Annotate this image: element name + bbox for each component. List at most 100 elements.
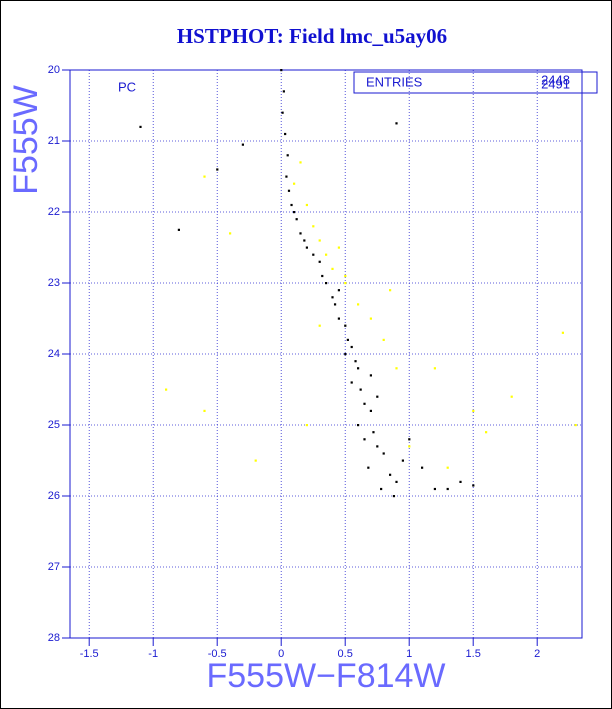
point xyxy=(395,480,398,483)
point xyxy=(165,388,168,391)
point xyxy=(395,122,398,125)
point xyxy=(281,111,284,114)
point xyxy=(389,473,392,476)
point xyxy=(408,438,411,441)
point xyxy=(216,168,219,171)
plot-frame xyxy=(69,69,583,639)
point xyxy=(376,395,379,398)
point xyxy=(282,90,285,93)
point xyxy=(357,303,360,306)
point xyxy=(280,69,283,72)
x-tick-label: 0 xyxy=(278,648,284,660)
x-tick-label: 1 xyxy=(406,648,412,660)
point xyxy=(303,239,306,242)
point xyxy=(369,374,372,377)
point xyxy=(344,282,347,285)
x-axis-label: F555W−F814W xyxy=(206,657,445,695)
point xyxy=(472,484,475,487)
point xyxy=(241,143,244,146)
point xyxy=(337,246,340,249)
y-tick-label: 24 xyxy=(48,348,60,360)
point xyxy=(344,274,347,278)
point xyxy=(318,324,321,327)
point xyxy=(321,274,324,278)
x-tick-label: 2 xyxy=(534,648,540,660)
y-tick-label: 21 xyxy=(48,135,60,147)
point xyxy=(574,424,577,427)
y-tick-label: 22 xyxy=(48,206,60,218)
chart-title: HSTPHOT: Field lmc_u5ay06 xyxy=(177,24,447,48)
point xyxy=(305,203,308,207)
y-tick-label: 27 xyxy=(48,561,60,573)
y-tick-label: 25 xyxy=(48,419,60,431)
point xyxy=(139,125,142,128)
y-tick-label: 23 xyxy=(48,277,60,289)
x-tick-label: -1.5 xyxy=(80,648,99,660)
point xyxy=(421,466,424,469)
stats-value: 2448 xyxy=(541,72,570,87)
point xyxy=(359,388,362,391)
point xyxy=(305,246,308,249)
point xyxy=(433,367,436,370)
annotation: PC xyxy=(118,79,136,94)
stats-label: ENTRIES xyxy=(366,74,423,89)
point xyxy=(299,161,302,164)
point xyxy=(325,282,328,285)
point xyxy=(354,360,357,363)
point xyxy=(459,480,462,483)
point xyxy=(408,445,411,448)
point xyxy=(290,203,293,207)
point xyxy=(203,175,206,178)
stats-box xyxy=(353,71,598,94)
point xyxy=(337,289,340,292)
point xyxy=(367,466,370,469)
point xyxy=(337,317,340,320)
point xyxy=(305,424,308,427)
point xyxy=(485,431,488,434)
x-tick-label: 0.5 xyxy=(338,648,353,660)
point xyxy=(284,132,287,136)
point xyxy=(472,409,475,412)
x-tick-label: -1 xyxy=(148,648,158,660)
point xyxy=(293,182,296,185)
point xyxy=(229,232,232,235)
point xyxy=(376,445,379,448)
point xyxy=(382,338,385,341)
point xyxy=(344,353,347,356)
point xyxy=(346,338,349,341)
point xyxy=(325,253,328,256)
point xyxy=(286,154,289,157)
point xyxy=(350,381,353,384)
point xyxy=(344,324,347,327)
point xyxy=(318,260,321,263)
point xyxy=(357,367,360,370)
point xyxy=(372,431,375,434)
point xyxy=(433,487,436,491)
point xyxy=(369,317,372,320)
y-tick-label: 20 xyxy=(48,64,60,76)
x-tick-label: 1.5 xyxy=(466,648,481,660)
point xyxy=(299,232,302,235)
x-tick-label: -0.5 xyxy=(208,648,227,660)
point xyxy=(333,303,337,306)
point xyxy=(401,459,404,462)
y-tick-label: 28 xyxy=(48,632,60,644)
point xyxy=(510,395,513,398)
point xyxy=(395,367,398,370)
point xyxy=(293,211,296,214)
point xyxy=(363,438,366,441)
point xyxy=(350,345,353,349)
y-tick-label: 26 xyxy=(48,490,60,502)
point xyxy=(380,487,383,491)
point xyxy=(363,402,366,405)
point xyxy=(295,218,298,221)
point xyxy=(369,409,372,412)
point xyxy=(287,189,291,192)
point xyxy=(318,239,321,242)
point xyxy=(203,409,206,412)
point xyxy=(312,253,315,256)
point xyxy=(312,225,315,228)
point xyxy=(382,452,385,455)
